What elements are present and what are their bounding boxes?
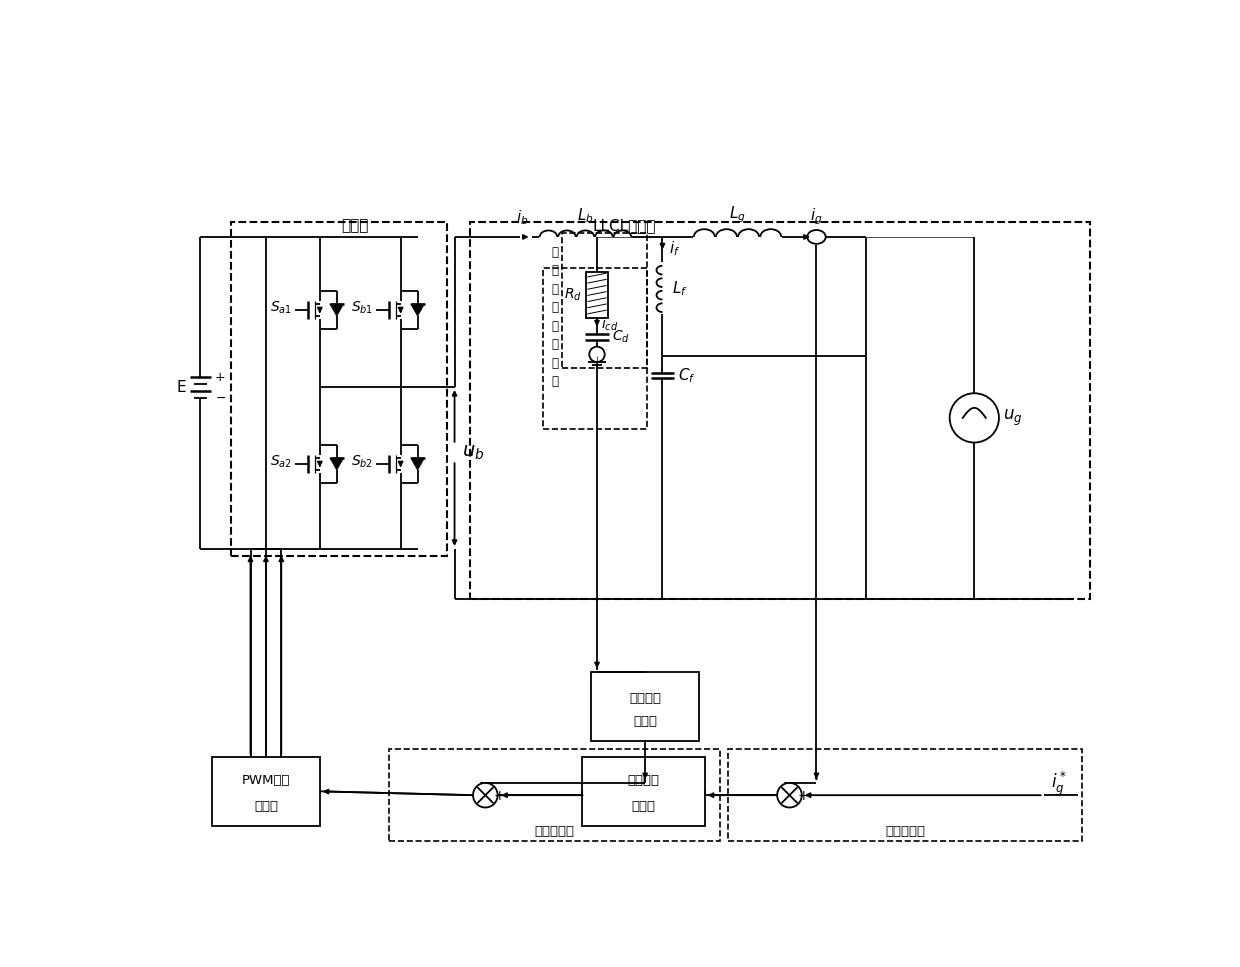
Text: 谐: 谐 — [552, 282, 558, 296]
Bar — [587, 272, 608, 318]
Text: 第一减法器: 第一减法器 — [885, 825, 925, 838]
Bar — [728, 749, 1083, 841]
Text: 并网电流: 并网电流 — [627, 775, 660, 787]
Text: $i_b$: $i_b$ — [516, 208, 528, 227]
Text: $-$: $-$ — [477, 776, 490, 789]
Bar — [563, 233, 647, 368]
Bar — [212, 757, 320, 826]
Text: $i_g^*$: $i_g^*$ — [1052, 770, 1068, 798]
Text: $u_g$: $u_g$ — [1003, 408, 1022, 428]
Bar — [582, 757, 704, 826]
Text: $i_f$: $i_f$ — [668, 239, 680, 258]
Text: 支: 支 — [552, 357, 558, 369]
Text: 振: 振 — [552, 302, 558, 314]
Text: $C_d$: $C_d$ — [613, 329, 630, 345]
Bar — [389, 749, 720, 841]
Text: 发生器: 发生器 — [254, 800, 278, 813]
Text: $L_g$: $L_g$ — [729, 205, 746, 225]
Text: 抑: 抑 — [552, 320, 558, 333]
Bar — [470, 221, 1090, 599]
Text: 增: 增 — [552, 264, 558, 278]
Text: 制: 制 — [552, 338, 558, 351]
Polygon shape — [330, 304, 343, 316]
Bar — [231, 221, 446, 556]
Text: E: E — [176, 380, 186, 395]
Text: $+$: $+$ — [797, 789, 810, 803]
Text: 逆变器: 逆变器 — [341, 218, 368, 233]
Text: $S_{b2}$: $S_{b2}$ — [351, 454, 373, 470]
Bar — [591, 672, 699, 742]
Text: $C_f$: $C_f$ — [678, 366, 696, 385]
Text: $S_{a2}$: $S_{a2}$ — [270, 454, 293, 470]
Text: $L_b$: $L_b$ — [577, 207, 594, 225]
Text: 新: 新 — [552, 246, 558, 259]
Text: 调节器: 调节器 — [634, 716, 657, 728]
Bar — [543, 268, 647, 429]
Text: $i_g$: $i_g$ — [810, 206, 823, 227]
Text: $i_{cd}$: $i_{cd}$ — [601, 315, 619, 333]
Text: +: + — [215, 371, 226, 384]
Text: $S_{b1}$: $S_{b1}$ — [351, 300, 373, 316]
Text: $u_b$: $u_b$ — [463, 443, 485, 462]
Text: 路: 路 — [552, 375, 558, 388]
Text: $-$: $-$ — [782, 776, 794, 789]
Polygon shape — [410, 458, 424, 470]
Text: $-$: $-$ — [215, 391, 226, 403]
Text: $R_d$: $R_d$ — [564, 286, 583, 303]
Text: 控制阻尼: 控制阻尼 — [629, 691, 661, 705]
Text: $S_{a1}$: $S_{a1}$ — [270, 300, 293, 316]
Polygon shape — [410, 304, 424, 316]
Text: PWM脉冲: PWM脉冲 — [242, 775, 290, 787]
Text: $+$: $+$ — [494, 789, 505, 803]
Text: 第二减法器: 第二减法器 — [534, 825, 574, 838]
Text: 调节器: 调节器 — [631, 800, 655, 813]
Text: LLCL滤波器: LLCL滤波器 — [593, 218, 656, 233]
Polygon shape — [330, 458, 343, 470]
Text: $L_f$: $L_f$ — [672, 279, 687, 298]
